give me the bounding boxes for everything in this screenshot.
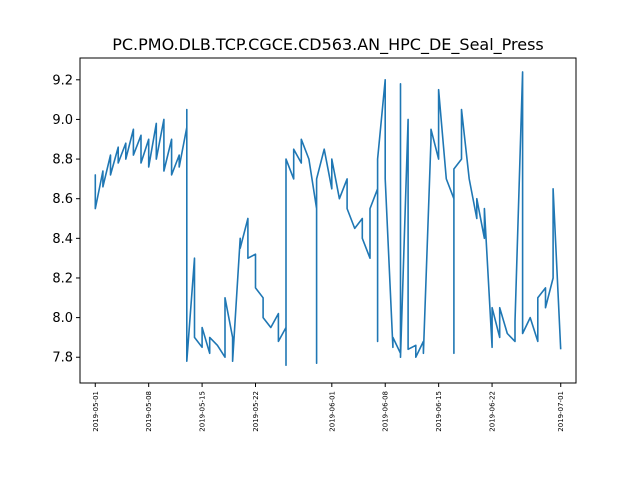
x-tick-label: 2019-05-08 — [145, 391, 153, 432]
plot-area — [80, 58, 576, 383]
y-tick-label: 7.8 — [52, 351, 73, 366]
x-tick-label: 2019-05-01 — [92, 391, 100, 432]
x-axis-ticks: 2019-05-01 2019-05-08 2019-05-15 2019-05-22… — [92, 383, 565, 432]
y-axis-ticks: 7.8 8.0 8.2 8.4 8.6 8.8 9.0 9.2 — [52, 73, 80, 366]
x-tick-label: 2019-07-01 — [557, 391, 565, 432]
x-tick-label: 2019-06-08 — [382, 391, 390, 432]
y-tick-label: 8.4 — [52, 232, 73, 247]
x-tick-label: 2019-06-22 — [489, 391, 497, 432]
y-tick-label: 9.2 — [52, 73, 73, 88]
chart-title: PC.PMO.DLB.TCP.CGCE.CD563.AN_HPC_DE_Seal… — [112, 35, 544, 55]
series-layer — [94, 71, 562, 367]
plot-frame — [79, 57, 577, 384]
series-line-0 — [94, 71, 562, 367]
y-tick-label: 8.6 — [52, 192, 73, 207]
y-tick-label: 8.8 — [52, 153, 73, 168]
x-tick-label: 2019-06-15 — [435, 391, 443, 432]
x-tick-label: 2019-05-22 — [252, 391, 260, 432]
y-tick-label: 9.0 — [52, 113, 73, 128]
x-tick-label: 2019-06-01 — [328, 391, 336, 432]
y-tick-label: 8.0 — [52, 311, 73, 326]
x-tick-label: 2019-05-15 — [199, 391, 207, 432]
y-tick-label: 8.2 — [52, 271, 73, 286]
